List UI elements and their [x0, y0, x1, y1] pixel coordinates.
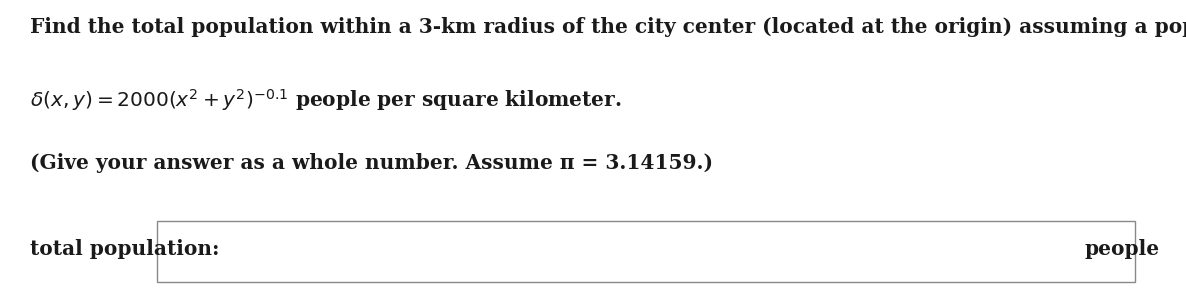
Text: people: people	[1085, 238, 1160, 259]
Text: Find the total population within a 3-km radius of the city center (located at th: Find the total population within a 3-km …	[30, 17, 1186, 37]
Text: $\delta(x, y) = 2000(x^2 + y^2)^{-0.1}$ people per square kilometer.: $\delta(x, y) = 2000(x^2 + y^2)^{-0.1}$ …	[30, 87, 621, 113]
FancyBboxPatch shape	[157, 221, 1135, 282]
Text: total population:: total population:	[30, 238, 219, 259]
Text: (Give your answer as a whole number. Assume π = 3.14159.): (Give your answer as a whole number. Ass…	[30, 153, 713, 173]
